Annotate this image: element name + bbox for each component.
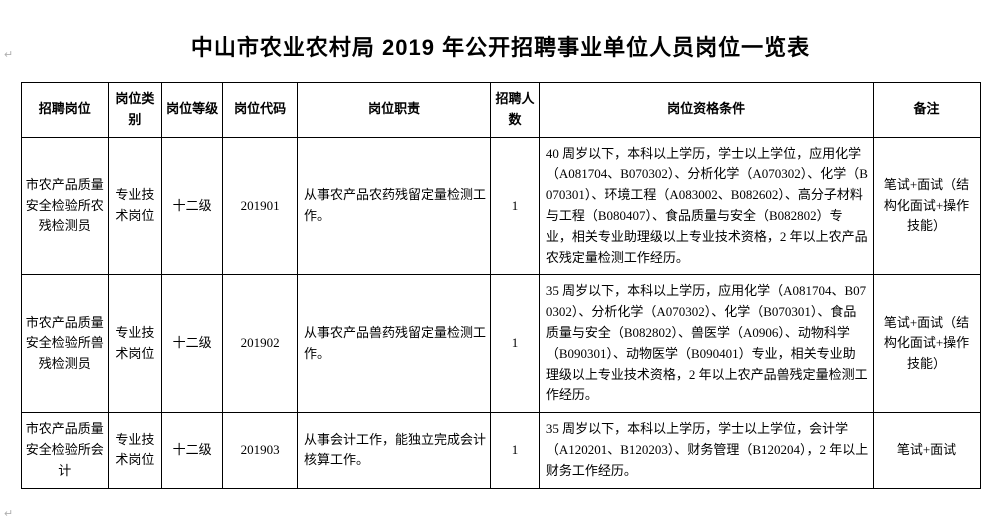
page-title: 中山市农业农村局 2019 年公开招聘事业单位人员岗位一览表 (20, 30, 981, 62)
col-header-duty: 岗位职责 (297, 83, 490, 138)
table-row: 市农产品质量安全检验所农残检测员 专业技术岗位 十二级 201901 从事农产品… (21, 137, 980, 275)
cell-position: 市农产品质量安全检验所兽残检测员 (21, 275, 108, 413)
anchor-marker-bottom: ↵ (4, 507, 13, 520)
job-table: 招聘岗位 岗位类别 岗位等级 岗位代码 岗位职责 招聘人数 岗位资格条件 备注 … (21, 82, 981, 489)
cell-remark: 笔试+面试 (873, 413, 980, 488)
cell-level: 十二级 (161, 413, 223, 488)
col-header-category: 岗位类别 (108, 83, 161, 138)
cell-count: 1 (491, 275, 540, 413)
cell-qualification: 40 周岁以下，本科以上学历，学士以上学位，应用化学（A081704、B0703… (539, 137, 873, 275)
cell-duty: 从事农产品兽药残留定量检测工作。 (297, 275, 490, 413)
cell-code: 201903 (223, 413, 298, 488)
cell-count: 1 (491, 137, 540, 275)
cell-level: 十二级 (161, 137, 223, 275)
table-row: 市农产品质量安全检验所会计 专业技术岗位 十二级 201903 从事会计工作，能… (21, 413, 980, 488)
cell-category: 专业技术岗位 (108, 137, 161, 275)
col-header-qualification: 岗位资格条件 (539, 83, 873, 138)
cell-code: 201902 (223, 275, 298, 413)
table-header-row: 招聘岗位 岗位类别 岗位等级 岗位代码 岗位职责 招聘人数 岗位资格条件 备注 (21, 83, 980, 138)
col-header-position: 招聘岗位 (21, 83, 108, 138)
cell-duty: 从事农产品农药残留定量检测工作。 (297, 137, 490, 275)
cell-duty: 从事会计工作，能独立完成会计核算工作。 (297, 413, 490, 488)
table-row: 市农产品质量安全检验所兽残检测员 专业技术岗位 十二级 201902 从事农产品… (21, 275, 980, 413)
col-header-code: 岗位代码 (223, 83, 298, 138)
cell-category: 专业技术岗位 (108, 413, 161, 488)
cell-remark: 笔试+面试（结构化面试+操作技能） (873, 137, 980, 275)
cell-qualification: 35 周岁以下，本科以上学历，学士以上学位，会计学（A120201、B12020… (539, 413, 873, 488)
cell-level: 十二级 (161, 275, 223, 413)
cell-position: 市农产品质量安全检验所会计 (21, 413, 108, 488)
anchor-marker-top: ↵ (4, 48, 13, 61)
col-header-count: 招聘人数 (491, 83, 540, 138)
cell-code: 201901 (223, 137, 298, 275)
cell-qualification: 35 周岁以下，本科以上学历，应用化学（A081704、B070302）、分析化… (539, 275, 873, 413)
cell-category: 专业技术岗位 (108, 275, 161, 413)
cell-count: 1 (491, 413, 540, 488)
col-header-level: 岗位等级 (161, 83, 223, 138)
cell-position: 市农产品质量安全检验所农残检测员 (21, 137, 108, 275)
col-header-remark: 备注 (873, 83, 980, 138)
cell-remark: 笔试+面试（结构化面试+操作技能） (873, 275, 980, 413)
